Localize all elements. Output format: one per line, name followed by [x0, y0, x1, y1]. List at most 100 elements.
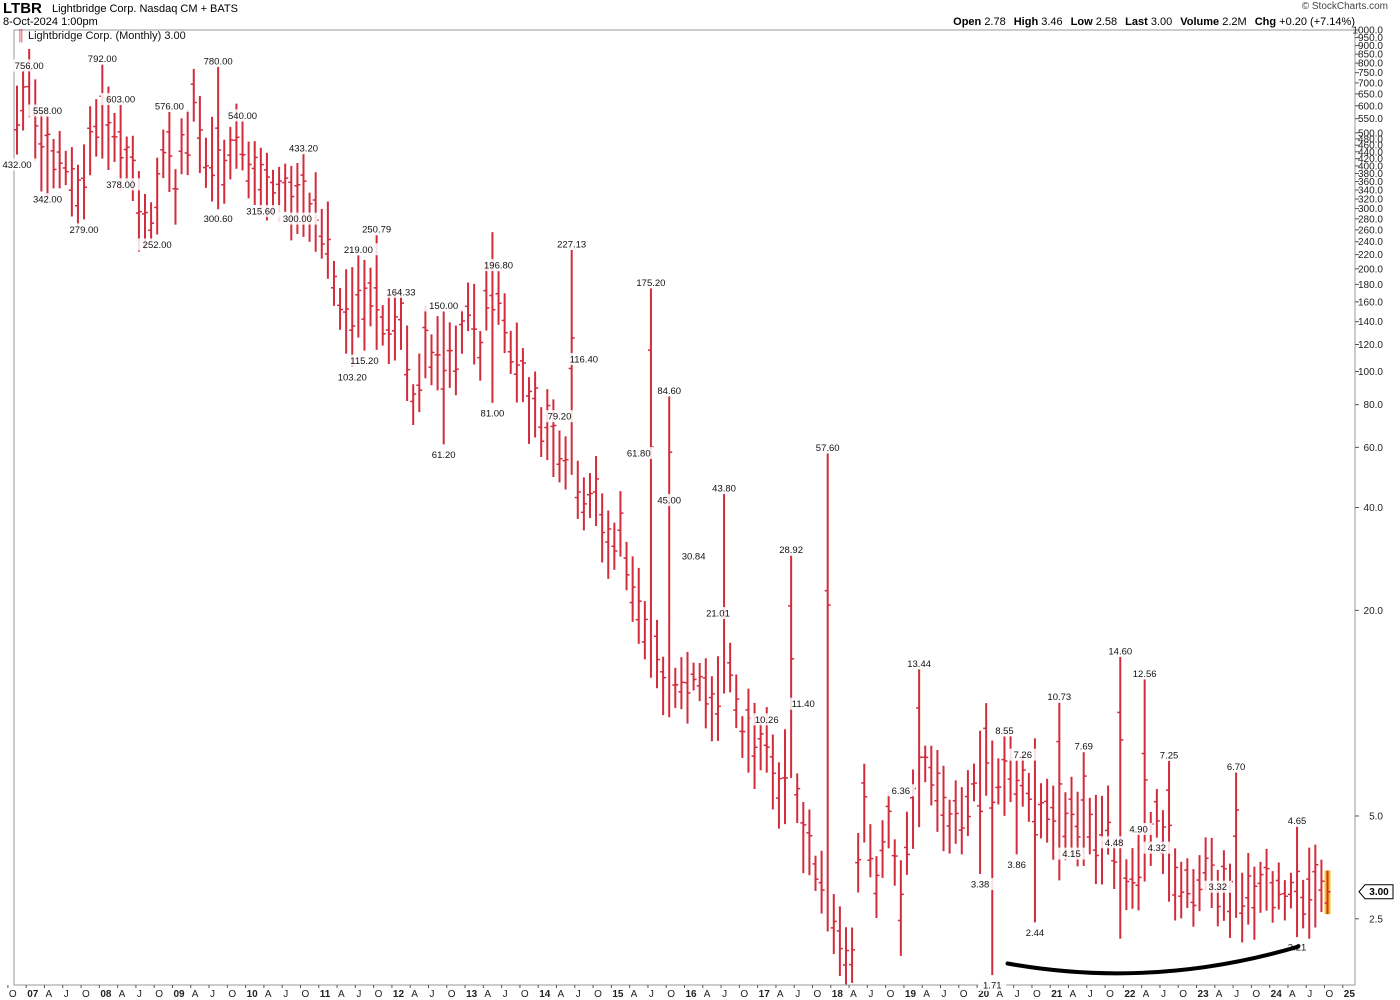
last-price-tag-label: 3.00: [1369, 887, 1389, 898]
price-label: 115.20: [350, 356, 378, 367]
x-tick-label: J: [137, 989, 142, 1000]
x-tick-label: 23: [1198, 989, 1210, 1000]
y-tick-label: 220.0: [1358, 250, 1383, 261]
price-label-bg: [1142, 841, 1171, 854]
x-tick-label: J: [283, 989, 288, 1000]
price-label-bg: [990, 724, 1019, 737]
price-label: 6.70: [1227, 762, 1246, 773]
y-tick-label: 160.0: [1358, 297, 1383, 308]
y-tick-label: 600.0: [1358, 101, 1383, 112]
price-label: 164.33: [386, 287, 415, 298]
price-label-bg: [332, 370, 373, 383]
price-label: 3.32: [1209, 882, 1228, 893]
x-tick-label: 12: [393, 989, 405, 1000]
x-tick-label: J: [1307, 989, 1312, 1000]
x-tick-label: O: [82, 989, 90, 1000]
price-label: 756.00: [15, 61, 44, 72]
ohlc-value-low: 2.58: [1095, 16, 1118, 28]
price-label-bg: [27, 193, 68, 206]
x-tick-label: O: [814, 989, 822, 1000]
price-label-bg: [423, 299, 464, 312]
x-tick-label: J: [429, 989, 434, 1000]
price-label-bg: [700, 607, 735, 620]
ticker-symbol: LTBR: [3, 0, 42, 17]
price-label: 1.71: [983, 981, 1002, 992]
x-tick-label: A: [923, 989, 930, 1000]
y-tick-label: 420.0: [1358, 154, 1383, 165]
price-label: 6.36: [892, 786, 911, 797]
y-tick-label: 480.0: [1358, 134, 1383, 145]
y-tick-label: 1000.0: [1352, 26, 1383, 37]
y-tick-label: 550.0: [1358, 114, 1383, 125]
x-tick-label: 24: [1271, 989, 1283, 1000]
y-tick-label: 40.0: [1364, 503, 1384, 514]
price-label-bg: [1283, 814, 1312, 827]
x-tick-label: A: [996, 989, 1003, 1000]
price-label: 4.48: [1105, 838, 1124, 849]
x-tick-label: A: [1070, 989, 1077, 1000]
price-label: 300.00: [283, 214, 312, 225]
price-label-bg: [1203, 880, 1232, 893]
price-label: 576.00: [155, 101, 184, 112]
y-tick-label: 380.0: [1358, 169, 1383, 180]
price-label-bg: [356, 223, 397, 236]
x-tick-label: A: [338, 989, 345, 1000]
y-tick-label: 400.0: [1358, 161, 1383, 172]
price-label-bg: [810, 441, 845, 454]
price-label: 300.60: [204, 214, 233, 225]
ohlc-readout: Open 2.78 High 3.46 Low 2.58 Last 3.00 Volum…: [953, 16, 1355, 28]
x-tick-label: O: [155, 989, 163, 1000]
y-tick-label: 950.0: [1358, 33, 1383, 44]
y-tick-label: 500.0: [1358, 128, 1383, 139]
price-label-bg: [137, 238, 178, 251]
x-tick-label: 08: [100, 989, 112, 1000]
x-tick-label: 17: [759, 989, 771, 1000]
y-tick-label: 100.0: [1358, 367, 1383, 378]
price-label: 45.00: [657, 496, 681, 507]
price-label-bg: [707, 482, 742, 495]
x-tick-label: O: [1326, 989, 1334, 1000]
price-label-bg: [1002, 858, 1031, 871]
price-label-bg: [198, 212, 239, 225]
price-label-bg: [630, 276, 671, 289]
x-tick-label: O: [1106, 989, 1114, 1000]
x-tick-label: A: [265, 989, 272, 1000]
price-label-bg: [9, 59, 50, 72]
y-tick-label: 340.0: [1358, 186, 1383, 197]
ohlc-value-high: 3.46: [1041, 16, 1063, 28]
x-tick-label: A: [484, 989, 491, 1000]
price-label: 227.13: [557, 239, 586, 250]
price-label: 3.86: [1007, 860, 1026, 871]
price-label-bg: [338, 243, 379, 256]
x-tick-label: 20: [978, 989, 990, 1000]
x-tick-label: O: [301, 989, 309, 1000]
ohlc-label-open: Open: [953, 16, 985, 28]
x-tick-label: J: [576, 989, 581, 1000]
price-label: 279.00: [70, 225, 99, 236]
price-label-bg: [902, 657, 937, 670]
x-tick-label: O: [740, 989, 748, 1000]
y-tick-label: 460.0: [1358, 141, 1383, 152]
x-tick-label: A: [1143, 989, 1150, 1000]
x-tick-label: J: [722, 989, 727, 1000]
x-tick-label: O: [375, 989, 383, 1000]
price-label: 378.00: [106, 180, 135, 191]
price-label: 792.00: [88, 54, 117, 65]
y-tick-label: 20.0: [1364, 606, 1384, 617]
y-tick-label: 80.0: [1364, 400, 1384, 411]
stockcharts-credit: © StockCharts.com: [1301, 1, 1388, 12]
y-tick-label: 140.0: [1358, 317, 1383, 328]
y-tick-label: 60.0: [1364, 443, 1384, 454]
price-label: 4.15: [1062, 849, 1081, 860]
price-label: 3.38: [971, 880, 990, 891]
y-tick-label: 360.0: [1358, 177, 1383, 188]
price-label: 4.90: [1129, 824, 1148, 835]
price-label-bg: [222, 109, 263, 122]
price-label-bg: [774, 543, 809, 556]
y-tick-label: 850.0: [1358, 50, 1383, 61]
x-tick-label: O: [1252, 989, 1260, 1000]
price-label: 12.56: [1133, 669, 1157, 680]
x-tick-label: A: [119, 989, 126, 1000]
price-label: 84.60: [657, 386, 681, 397]
legend-swatch: ║: [17, 28, 25, 43]
